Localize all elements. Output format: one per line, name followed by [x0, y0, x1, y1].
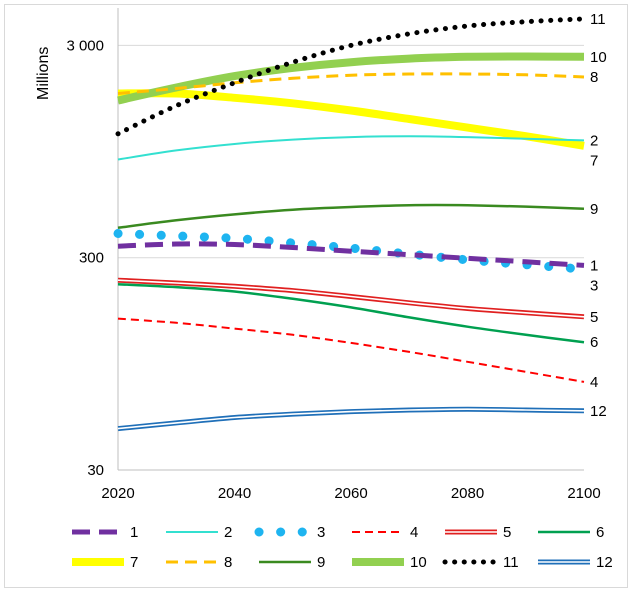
- series-line-4: [117, 317, 585, 383]
- legend-label-4: 4: [410, 524, 418, 541]
- legend-label-6: 6: [596, 524, 604, 541]
- legend-item-2: 2: [166, 524, 232, 541]
- series-layer: [113, 16, 589, 432]
- legend-item-6: 6: [538, 524, 604, 541]
- end-label-10: 10: [590, 49, 607, 66]
- x-tick-label: 2040: [218, 485, 251, 502]
- y-tick-label: 300: [79, 250, 104, 267]
- series-line-1: [117, 241, 585, 268]
- chart-frame: [4, 4, 628, 588]
- series-line-12-inner: [117, 408, 585, 430]
- series-line-9: [117, 203, 585, 230]
- legend-item-12: 12: [538, 554, 613, 571]
- end-label-8: 8: [590, 69, 598, 86]
- end-label-9: 9: [590, 201, 598, 218]
- axes: 30 300 3 000 2020 2040 2060 2080 2100: [66, 8, 601, 502]
- end-labels: 11 10 8 2 7 9 1 3 5 6 4 12: [590, 11, 607, 420]
- series-line-10: [117, 52, 585, 105]
- legend-item-8: 8: [166, 554, 232, 571]
- series-line-11: [115, 16, 587, 137]
- series-line-5-inner: [117, 279, 585, 318]
- legend: 1 2 3 4 5 67 8 9 10 11 12: [72, 524, 613, 571]
- legend-label-9: 9: [317, 554, 325, 571]
- x-tick-label: 2020: [101, 485, 134, 502]
- y-axis-label: Millions: [35, 47, 52, 100]
- end-label-2: 2: [590, 132, 598, 149]
- legend-label-10: 10: [410, 554, 427, 571]
- series-line-3: [113, 229, 589, 274]
- end-label-12: 12: [590, 403, 607, 420]
- series-line-8: [117, 72, 585, 95]
- x-tick-label: 2060: [334, 485, 367, 502]
- legend-label-3: 3: [317, 524, 325, 541]
- legend-label-5: 5: [503, 524, 511, 541]
- legend-label-12: 12: [596, 554, 613, 571]
- series-line-2: [117, 135, 585, 161]
- y-tick-label: 3 000: [66, 37, 104, 54]
- legend-label-2: 2: [224, 524, 232, 541]
- end-label-1: 1: [590, 257, 598, 274]
- end-label-7: 7: [590, 152, 598, 169]
- end-label-4: 4: [590, 374, 598, 391]
- series-line-7: [117, 89, 585, 150]
- end-label-11: 11: [590, 11, 606, 28]
- legend-item-11: 11: [442, 554, 519, 571]
- legend-label-11: 11: [503, 554, 519, 571]
- end-label-5: 5: [590, 309, 598, 326]
- end-label-3: 3: [590, 277, 598, 294]
- legend-item-1: 1: [72, 524, 138, 541]
- x-tick-label: 2080: [451, 485, 484, 502]
- end-label-6: 6: [590, 334, 598, 351]
- y-tick-label: 30: [87, 462, 104, 479]
- legend-item-9: 9: [259, 554, 325, 571]
- legend-item-10: 10: [352, 554, 427, 571]
- legend-item-4: 4: [352, 524, 418, 541]
- legend-label-8: 8: [224, 554, 232, 571]
- series-line-6: [117, 282, 585, 344]
- legend-label-1: 1: [130, 524, 138, 541]
- legend-item-3: 3: [254, 524, 325, 541]
- legend-item-7: 7: [72, 554, 138, 571]
- x-tick-label: 2100: [567, 485, 600, 502]
- legend-label-7: 7: [130, 554, 138, 571]
- legend-item-5: 5: [445, 524, 511, 541]
